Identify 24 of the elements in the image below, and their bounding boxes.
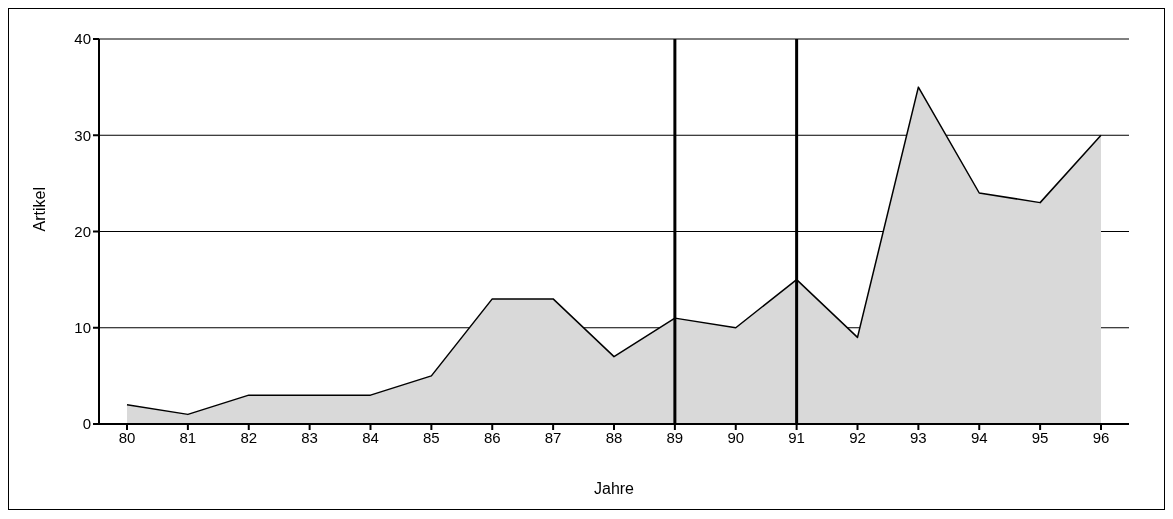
y-tick-label: 20 xyxy=(74,222,91,240)
x-tick-label: 91 xyxy=(788,428,805,446)
x-tick-label: 93 xyxy=(910,428,927,446)
y-tick-label: 40 xyxy=(74,30,91,48)
y-tick-label: 10 xyxy=(74,319,91,337)
x-tick-label: 80 xyxy=(118,428,136,446)
x-tick-label: 82 xyxy=(240,428,258,446)
x-axis-title: Jahre xyxy=(593,480,635,497)
x-tick-label: 83 xyxy=(301,428,318,446)
x-tick-label: 94 xyxy=(970,428,988,446)
y-tick-label: 0 xyxy=(82,415,91,433)
x-tick-label: 89 xyxy=(666,428,684,446)
x-tick-label: 84 xyxy=(362,428,379,446)
x-tick-label: 86 xyxy=(483,428,501,446)
y-tick-label: 30 xyxy=(74,126,91,144)
x-tick-label: 96 xyxy=(1092,428,1110,446)
y-axis-title: Artikel xyxy=(30,187,48,232)
x-tick-label: 88 xyxy=(605,428,623,446)
x-tick-label: 87 xyxy=(544,428,562,446)
x-tick-label: 92 xyxy=(849,428,866,446)
x-tick-label: 95 xyxy=(1031,428,1049,446)
x-tick-label: 90 xyxy=(727,428,745,446)
x-tick-label: 81 xyxy=(179,428,197,446)
x-tick-label: 85 xyxy=(423,428,440,446)
